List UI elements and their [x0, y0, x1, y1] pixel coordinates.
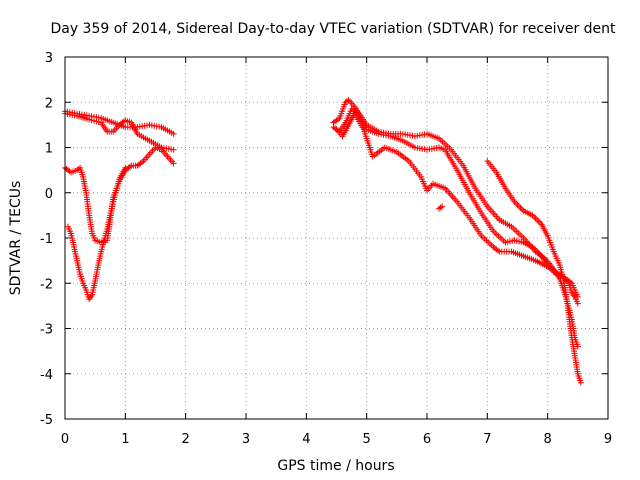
x-tick-label: 1	[121, 432, 129, 447]
x-tick-label: 4	[302, 432, 310, 447]
x-tick-label: 8	[544, 432, 552, 447]
y-tick-label: 1	[45, 142, 53, 157]
y-tick-label: 3	[45, 51, 53, 66]
data-point	[170, 160, 177, 167]
data-point	[574, 300, 581, 307]
x-tick-label: 5	[363, 432, 371, 447]
data-point	[122, 164, 129, 171]
data-point	[534, 216, 541, 223]
grid-lines	[65, 57, 608, 419]
data-point	[512, 200, 519, 207]
data-point	[170, 146, 177, 153]
chart-title: Day 359 of 2014, Sidereal Day-to-day VTE…	[50, 21, 616, 37]
data-point	[574, 293, 581, 300]
x-tick-label: 6	[423, 432, 431, 447]
data-point	[535, 218, 542, 225]
x-tick-label: 9	[604, 432, 612, 447]
data-point	[439, 203, 446, 210]
data-point	[514, 201, 521, 208]
axis-tick-labels: 0 1 2 3 4 5 6 7 8 9 3 2 1 0 -1 -2 -3 -4 -5	[40, 51, 612, 447]
x-tick-label: 3	[242, 432, 250, 447]
data-point	[517, 204, 524, 211]
x-axis-label: GPS time / hours	[277, 458, 394, 474]
x-tick-label: 7	[483, 432, 491, 447]
y-tick-label: -2	[40, 277, 53, 292]
axis-ticks	[64, 56, 609, 420]
y-axis-label: SDTVAR / TECUs	[8, 181, 24, 296]
x-tick-label: 2	[182, 432, 190, 447]
y-tick-label: -1	[40, 232, 53, 247]
plot-frame	[64, 56, 609, 420]
data-points	[62, 96, 584, 386]
y-tick-label: -4	[40, 368, 53, 383]
y-tick-label: -3	[40, 323, 53, 338]
data-point	[437, 204, 444, 211]
data-point	[577, 379, 584, 386]
data-point	[532, 215, 539, 222]
y-tick-label: 2	[45, 96, 53, 111]
y-tick-label: 0	[45, 187, 53, 202]
x-tick-label: 0	[61, 432, 69, 447]
data-point	[170, 130, 177, 137]
data-point	[516, 203, 523, 210]
y-tick-label: -5	[40, 413, 53, 428]
